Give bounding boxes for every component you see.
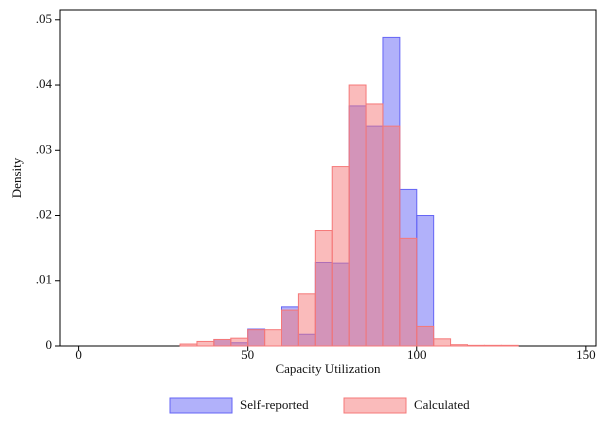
- bar: [314, 230, 333, 347]
- x-tick-label: 0: [75, 347, 82, 362]
- bar: [230, 337, 249, 347]
- bar: [264, 329, 283, 347]
- bar: [297, 293, 316, 347]
- bar: [365, 103, 384, 347]
- y-tick-label: 0: [46, 337, 53, 352]
- bar: [331, 166, 350, 347]
- y-axis-label: Density: [9, 157, 24, 198]
- bar: [399, 237, 418, 347]
- y-tick-label: .05: [36, 11, 52, 26]
- legend-swatch: [169, 397, 233, 414]
- bar: [433, 338, 452, 347]
- y-tick-label: .03: [36, 141, 52, 156]
- x-tick-label: 100: [407, 347, 427, 362]
- y-tick-label: .04: [36, 76, 53, 91]
- bar: [348, 84, 367, 347]
- bar: [213, 338, 232, 347]
- bar: [450, 344, 468, 347]
- bar: [382, 125, 401, 347]
- bar: [196, 340, 215, 347]
- bar: [483, 344, 502, 347]
- bar: [281, 309, 299, 347]
- y-tick-label: .01: [36, 272, 52, 287]
- legend-label: Self-reported: [240, 397, 309, 412]
- bar: [466, 344, 485, 347]
- x-tick-label: 50: [241, 347, 254, 362]
- x-axis-label: Capacity Utilization: [275, 361, 381, 376]
- legend-label: Calculated: [414, 397, 470, 412]
- y-tick-label: .02: [36, 206, 52, 221]
- legend-swatch: [343, 397, 407, 414]
- bar: [247, 329, 266, 347]
- bar: [500, 344, 519, 347]
- x-tick-label: 150: [576, 347, 596, 362]
- bar: [416, 325, 435, 347]
- bar: [179, 343, 198, 347]
